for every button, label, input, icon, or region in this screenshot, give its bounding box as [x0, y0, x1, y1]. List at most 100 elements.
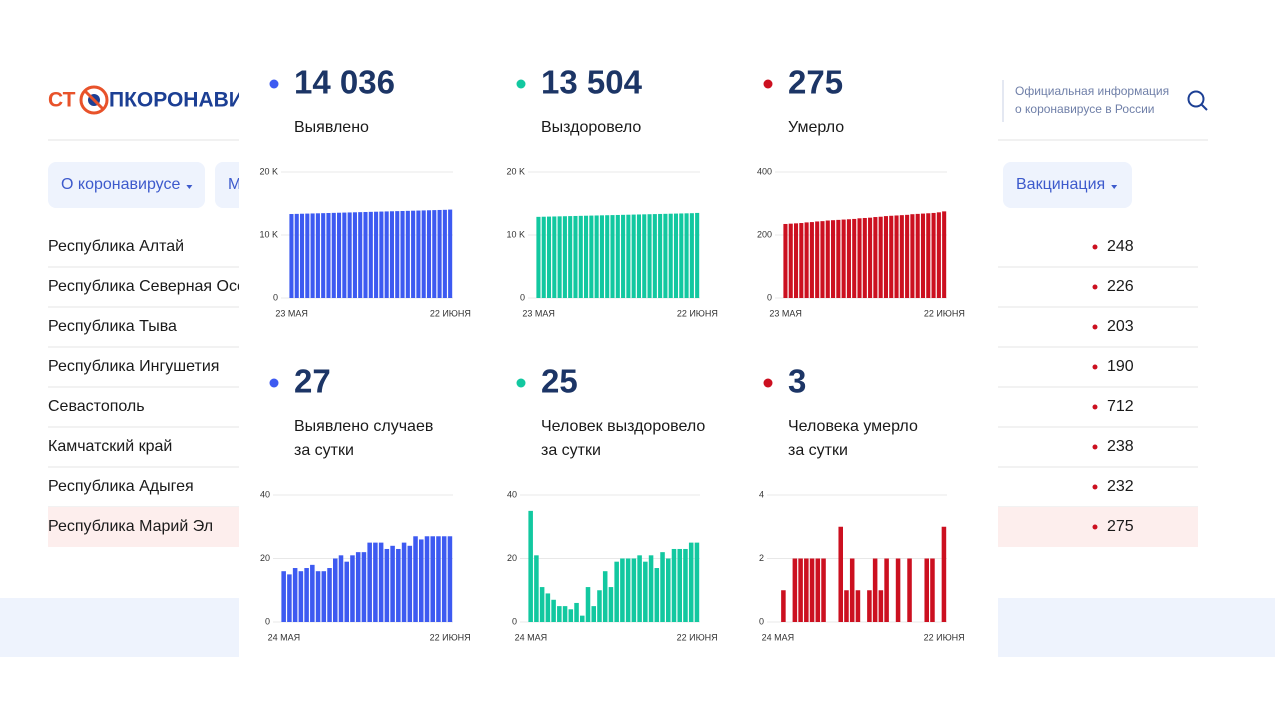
bar [905, 214, 910, 298]
bar [648, 555, 654, 622]
bar [401, 542, 407, 622]
bar [610, 215, 615, 298]
bar [626, 214, 631, 298]
bar [331, 212, 336, 298]
x-tick-label: 24 МАЯ [515, 632, 548, 642]
bar [298, 571, 304, 622]
stat-card: 25 Человек выздоровело за сутки 0 20 40 24 МАЯ… [507, 363, 718, 643]
row-dot [1092, 244, 1098, 250]
legend-dot [763, 378, 773, 388]
nav-label: О коронавирусе [61, 176, 180, 193]
nav-item[interactable]: Вакцинация [1003, 162, 1132, 208]
y-tick-label: 2 [759, 553, 764, 563]
bar [539, 587, 545, 622]
bar [384, 211, 389, 298]
x-tick-label: 22 ИЮНЯ [677, 308, 718, 318]
bar [389, 211, 395, 298]
bar [652, 214, 657, 298]
x-tick-label: 22 ИЮНЯ [430, 632, 471, 642]
y-tick-label: 400 [757, 166, 772, 176]
y-tick-label: 0 [759, 616, 764, 626]
bar [436, 536, 441, 622]
y-tick-label: 40 [260, 489, 270, 499]
search-icon[interactable] [1187, 90, 1208, 111]
bar [358, 212, 363, 298]
x-tick-label: 22 ИЮНЯ [924, 632, 965, 642]
bar [926, 213, 931, 298]
logo-text: ПКОРОНАВИ [109, 89, 244, 112]
bar [615, 214, 620, 298]
nav-item[interactable]: О коронавирусе [48, 162, 205, 208]
stat-value: 25 [541, 363, 578, 400]
stat-card: 3 Человека умерло за сутки 0 2 4 24 МАЯ 22 ИЮНЯ [759, 363, 965, 643]
bar [599, 215, 604, 298]
bar [573, 215, 578, 298]
bar [395, 211, 400, 298]
bar [405, 210, 410, 298]
stat-label: Выявлено случаев [294, 418, 433, 435]
x-tick-label: 22 ИЮНЯ [430, 308, 471, 318]
y-tick-label: 4 [759, 489, 764, 499]
stat-label: Человека умерло [788, 418, 918, 435]
bar [605, 215, 610, 298]
region-value: 226 [1107, 278, 1134, 295]
bar [894, 215, 899, 298]
bar [379, 211, 384, 298]
bar [352, 212, 357, 298]
bar [815, 221, 820, 298]
bar [815, 558, 821, 622]
bar [432, 210, 437, 298]
bar [361, 552, 367, 622]
row-dot [1092, 324, 1098, 330]
bar [304, 568, 309, 622]
nav-pill [1003, 162, 1132, 208]
bar [878, 216, 883, 298]
bar [614, 561, 619, 622]
bar [337, 212, 342, 298]
logo-icon [79, 85, 109, 115]
bar [448, 209, 453, 298]
bar [536, 216, 541, 298]
region-value: 232 [1107, 478, 1134, 495]
bar [884, 558, 889, 622]
bar [910, 214, 915, 298]
bar [793, 223, 799, 298]
bar [689, 213, 694, 298]
bar [781, 590, 786, 622]
bar [621, 214, 626, 298]
bar [878, 590, 884, 622]
legend-dot [269, 378, 279, 388]
bar [568, 216, 573, 298]
bar [326, 213, 331, 298]
bar [597, 590, 602, 622]
stat-value: 14 036 [294, 64, 395, 101]
bar [825, 220, 830, 298]
bar [631, 214, 636, 298]
stat-value: 13 504 [541, 64, 643, 101]
stat-value: 275 [788, 64, 843, 101]
bar [347, 212, 352, 298]
region-name: Камчатский край [48, 438, 172, 455]
y-tick-label: 10 K [506, 229, 525, 239]
bar [668, 213, 673, 298]
row-dot [1092, 524, 1098, 530]
stat-label: Выздоровело [541, 119, 641, 136]
bar [798, 558, 803, 622]
bar [424, 536, 430, 622]
legend-dot [516, 378, 526, 388]
bar [941, 526, 947, 622]
bar [338, 555, 344, 622]
bar [671, 548, 677, 622]
row-dot [1092, 444, 1098, 450]
bar [836, 219, 841, 298]
region-name: Республика Адыгея [48, 478, 194, 495]
bar [299, 213, 305, 298]
y-tick-label: 20 K [259, 166, 278, 176]
bar [915, 213, 920, 298]
bar [585, 587, 591, 622]
stat-label: за сутки [541, 442, 601, 459]
y-tick-label: 0 [520, 292, 525, 302]
bar [899, 215, 904, 298]
